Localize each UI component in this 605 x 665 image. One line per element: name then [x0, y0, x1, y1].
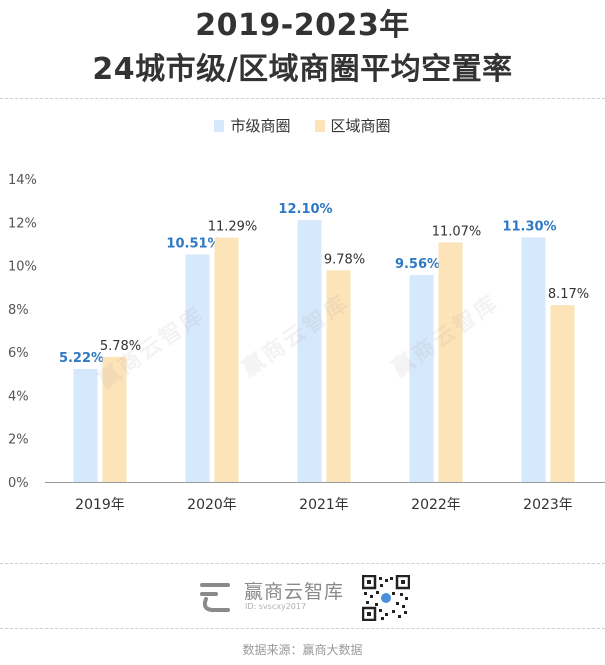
bar	[550, 305, 575, 482]
bar	[409, 275, 434, 482]
y-tick-label: 2%	[8, 433, 29, 448]
y-tick-label: 10%	[8, 260, 37, 275]
data-label: 12.10%	[278, 202, 332, 217]
bar	[102, 356, 127, 482]
bar	[185, 254, 210, 482]
legend-item-city: 市级商圈	[214, 115, 291, 136]
brand-logo: 赢商云智库 ID: svscxy2017	[198, 575, 418, 615]
bar	[326, 270, 351, 482]
y-tick-label: 4%	[8, 389, 29, 404]
brand-name: 赢商云智库	[244, 581, 345, 603]
y-tick-label: 12%	[8, 216, 37, 231]
y-tick-label: 8%	[8, 303, 29, 318]
data-label: 10.51%	[166, 237, 220, 252]
bar	[521, 237, 546, 482]
bar	[214, 237, 239, 482]
data-label: 11.07%	[432, 224, 482, 239]
data-label: 5.22%	[59, 351, 104, 366]
bar-chart: 0% 2% 4% 6% 8% 10% 12% 14% 5.22%5.78% 2019年 10.51%…	[8, 173, 605, 513]
legend-label-district: 区域商圈	[330, 117, 391, 135]
y-tick-label: 14%	[8, 173, 37, 188]
bar	[73, 369, 98, 482]
data-label: 9.78%	[324, 252, 365, 267]
bar	[297, 220, 322, 482]
legend-swatch-city	[214, 119, 225, 132]
data-label: 9.56%	[395, 257, 440, 272]
y-tick-label: 6%	[8, 346, 29, 361]
x-tick-label: 2020年	[187, 497, 237, 513]
data-label: 8.17%	[548, 287, 589, 302]
data-source: 数据来源：赢商大数据	[242, 643, 363, 657]
top-divider	[0, 98, 605, 99]
x-tick-label: 2022年	[411, 497, 461, 513]
y-tick-label: 0%	[8, 476, 29, 491]
legend-item-district: 区域商圈	[314, 115, 391, 136]
chart-title: 2019-2023年 24城市级/区域商圈平均空置率	[0, 4, 605, 92]
qr-code	[362, 575, 410, 621]
title-line-1: 2019-2023年	[195, 8, 410, 43]
data-label: 5.78%	[100, 339, 141, 354]
legend-label-city: 市级商圈	[230, 117, 291, 135]
legend-swatch-district	[314, 119, 325, 132]
bar	[438, 242, 463, 482]
footer-divider	[0, 628, 605, 629]
x-tick-label: 2021年	[299, 497, 349, 513]
x-tick-label: 2019年	[75, 497, 125, 513]
data-label: 11.29%	[208, 220, 258, 235]
legend: 市级商圈 区域商圈	[0, 115, 605, 136]
x-tick-label: 2023年	[523, 497, 573, 513]
title-line-2: 24城市级/区域商圈平均空置率	[92, 52, 513, 87]
brand-icon	[200, 583, 230, 612]
brand-id: ID: svscxy2017	[245, 602, 307, 611]
bottom-divider	[0, 563, 605, 564]
data-label: 11.30%	[502, 219, 556, 234]
